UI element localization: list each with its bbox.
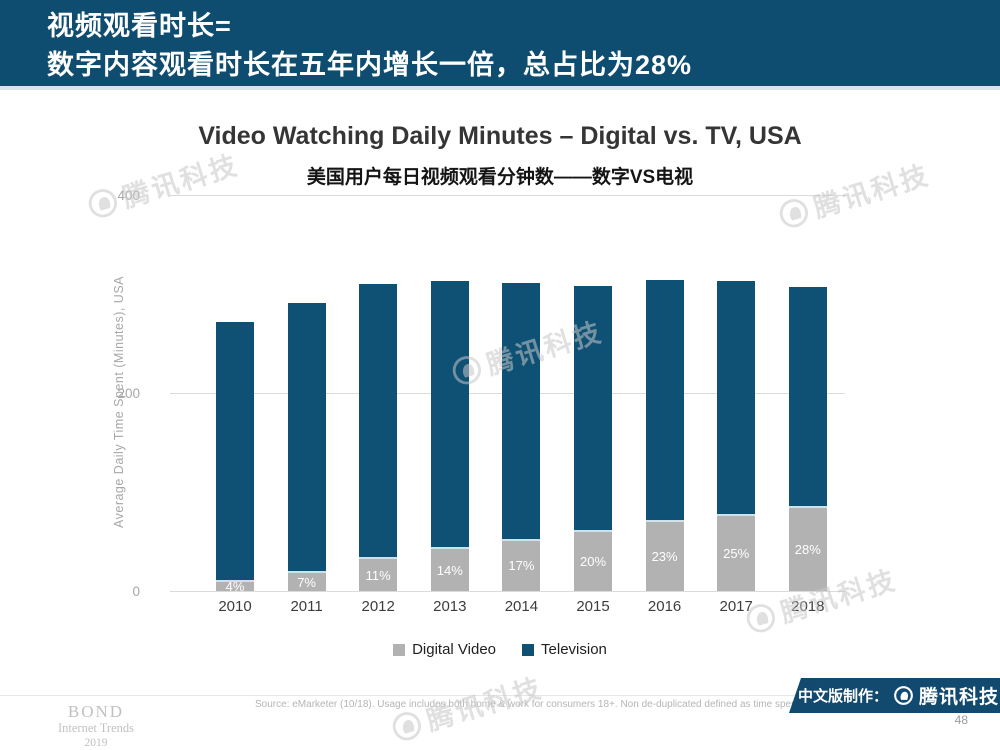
header-title-line1: 视频观看时长= <box>47 11 232 41</box>
bar-group-2018: 28% <box>788 287 827 591</box>
digital-share-label: 25% <box>723 545 750 561</box>
slide-header: 视频观看时长= 数字内容观看时长在五年内增长一倍，总占比为28% <box>0 0 1000 90</box>
y-tick-200: 200 <box>117 386 140 401</box>
header-title-line2: 数字内容观看时长在五年内增长一倍，总占比为28% <box>47 50 693 80</box>
chart-legend: Digital Video Television <box>0 641 1000 658</box>
banner-brand: 腾讯科技 <box>919 687 1000 708</box>
legend-item-digital-video: Digital Video <box>393 641 496 658</box>
digital-video-segment: 4% <box>216 579 254 595</box>
bar-group-2016: 23% <box>645 280 684 591</box>
digital-share-label: 17% <box>508 558 535 574</box>
digital-video-segment: 11% <box>359 557 398 591</box>
digital-share-label: 7% <box>297 574 316 590</box>
x-axis-label-2016: 2016 <box>647 598 682 615</box>
bond-logo-name: BOND <box>67 702 125 721</box>
x-axis-label-2014: 2014 <box>504 598 539 615</box>
y-tick-400: 400 <box>117 188 140 203</box>
chinese-edition-banner: 中文版制作： 腾讯科技 <box>789 678 1000 713</box>
bar-group-2013: 14% <box>430 281 469 591</box>
bond-logo-year: 2019 <box>84 737 108 749</box>
television-segment <box>359 284 398 558</box>
television-segment <box>574 286 612 530</box>
legend-label: Digital Video <box>412 641 497 658</box>
x-axis-label-2015: 2015 <box>576 598 610 615</box>
digital-video-segment: 28% <box>788 505 827 591</box>
y-tick-0: 0 <box>132 584 140 599</box>
x-axis-label-2010: 2010 <box>218 598 252 615</box>
television-segment <box>430 281 469 548</box>
digital-share-label: 14% <box>436 562 463 578</box>
footer-divider <box>0 695 1000 696</box>
digital-video-segment: 17% <box>502 538 541 591</box>
digital-video-segment: 23% <box>645 519 684 591</box>
source-note: Source: eMarketer (10/18). Usage include… <box>255 699 886 710</box>
gridline-0 <box>170 591 845 592</box>
x-axis-label-2013: 2013 <box>433 598 467 615</box>
digital-video-segment: 7% <box>287 571 326 591</box>
television-segment <box>502 283 541 539</box>
television-segment <box>216 321 254 581</box>
television-segment <box>287 302 326 572</box>
digital-video-segment: 20% <box>574 529 612 591</box>
x-axis-label-2011: 2011 <box>290 598 323 615</box>
bar-group-2017: 25% <box>717 281 756 591</box>
page-number: 48 <box>954 713 968 727</box>
digital-video-segment: 14% <box>430 547 469 591</box>
bar-group-2015: 20% <box>574 286 612 591</box>
television-segment <box>788 287 827 506</box>
digital-share-label: 11% <box>365 567 391 583</box>
bar-group-2011: 7% <box>287 302 326 591</box>
bar-group-2012: 11% <box>359 284 398 591</box>
digital-share-label: 20% <box>579 553 607 569</box>
digital-share-label: 23% <box>651 548 678 564</box>
bond-logo-subtitle: Internet Trends <box>57 721 135 735</box>
bond-logo: BOND Internet Trends 2019 <box>28 702 164 750</box>
television-swatch-icon <box>522 643 535 656</box>
x-axis-label-2012: 2012 <box>361 598 395 615</box>
legend-label: Television <box>541 641 607 658</box>
chart-title: Video Watching Daily Minutes – Digital v… <box>198 122 802 150</box>
digital-share-label: 28% <box>794 541 821 557</box>
bar-group-2010: 4% <box>216 321 254 595</box>
banner-prefix: 中文版制作： <box>797 688 888 705</box>
chart-subtitle: 美国用户每日视频观看分钟数——数字VS电视 <box>306 167 694 188</box>
tencent-logo-icon <box>894 686 913 705</box>
gridline-400 <box>170 195 845 196</box>
x-axis-label-2018: 2018 <box>791 598 825 615</box>
digital-video-swatch-icon <box>393 643 406 656</box>
television-segment <box>717 281 756 514</box>
legend-item-television: Television <box>522 641 607 658</box>
bar-group-2014: 17% <box>502 283 541 591</box>
television-segment <box>645 280 684 520</box>
digital-video-segment: 25% <box>717 513 756 591</box>
digital-share-label: 4% <box>225 579 245 595</box>
x-axis-label-2017: 2017 <box>719 598 753 615</box>
